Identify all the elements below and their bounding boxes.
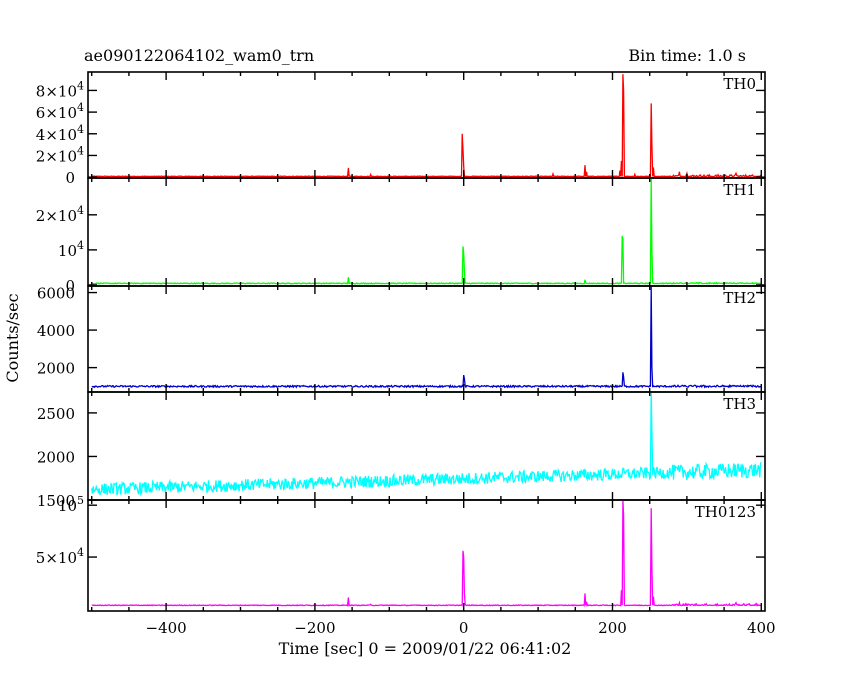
chart-title: ae090122064102_wam0_trn bbox=[84, 46, 314, 65]
y-tick-label: 105 bbox=[58, 494, 84, 515]
x-tick-label: 0 bbox=[459, 619, 469, 637]
series-line-th2 bbox=[91, 285, 762, 389]
panel-name-label: TH3 bbox=[723, 395, 756, 413]
y-tick-label: 2×104 bbox=[36, 144, 84, 165]
y-tick-exponent: 4 bbox=[77, 239, 84, 252]
y-tick-label: 6×104 bbox=[36, 101, 84, 122]
panel-th2: 2000 4000 6000 TH2 bbox=[37, 285, 766, 393]
y-axis-label: Counts/sec bbox=[3, 293, 22, 382]
y-tick-label: 4000 bbox=[37, 322, 75, 340]
series-line-th0 bbox=[91, 74, 762, 178]
panel-name-label: TH0123 bbox=[695, 503, 756, 521]
series-line-th0123 bbox=[91, 499, 762, 607]
panel-frame bbox=[87, 499, 766, 612]
x-tick-label: −400 bbox=[146, 619, 187, 637]
y-tick-exponent: 4 bbox=[77, 79, 84, 92]
y-tick-exponent: 5 bbox=[77, 494, 84, 507]
panel-th1: 0 104 2×104 TH1 bbox=[36, 177, 766, 295]
x-axis: −400 −200 0 200 400 bbox=[146, 619, 776, 637]
panel-frame bbox=[87, 71, 766, 179]
y-tick-label: 1500 bbox=[37, 492, 75, 510]
x-axis-label: Time [sec] 0 = 2009/01/22 06:41:02 bbox=[279, 639, 572, 658]
panel-th0123: 5×104 105 TH0123 bbox=[36, 494, 766, 612]
y-tick-label: 2×104 bbox=[36, 204, 84, 225]
bin-time-label: Bin time: 1.0 s bbox=[628, 46, 746, 65]
y-tick-exponent: 4 bbox=[77, 204, 84, 217]
y-tick-label: 0 bbox=[65, 169, 75, 187]
panel-frame bbox=[87, 391, 766, 501]
x-tick-label: 400 bbox=[747, 619, 776, 637]
x-tick-label: −200 bbox=[294, 619, 335, 637]
y-tick-label: 0 bbox=[65, 277, 75, 295]
y-tick-label: 8×104 bbox=[36, 79, 84, 100]
panel-th3: 1500 2000 2500 TH3 bbox=[37, 391, 766, 510]
y-tick-label: 2000 bbox=[37, 360, 75, 378]
y-tick-label: 104 bbox=[58, 239, 84, 260]
y-tick-label: 4×104 bbox=[36, 123, 84, 144]
panel-name-label: TH2 bbox=[723, 289, 756, 307]
y-tick-label: 5×104 bbox=[36, 546, 84, 567]
panel-frame bbox=[87, 177, 766, 287]
y-tick-exponent: 4 bbox=[77, 546, 84, 559]
y-tick-label: 2000 bbox=[37, 448, 75, 466]
y-tick-exponent: 4 bbox=[77, 123, 84, 136]
series-line-th3 bbox=[91, 391, 762, 497]
y-tick-label: 6000 bbox=[37, 285, 75, 303]
y-tick-exponent: 4 bbox=[77, 144, 84, 157]
y-tick-label: 2500 bbox=[37, 405, 75, 423]
panel-name-label: TH0 bbox=[723, 75, 756, 93]
series-line-th1 bbox=[91, 177, 762, 285]
panel-name-label: TH1 bbox=[723, 181, 756, 199]
y-tick-exponent: 4 bbox=[77, 101, 84, 114]
x-tick-label: 200 bbox=[598, 619, 627, 637]
panel-frame bbox=[87, 285, 766, 393]
